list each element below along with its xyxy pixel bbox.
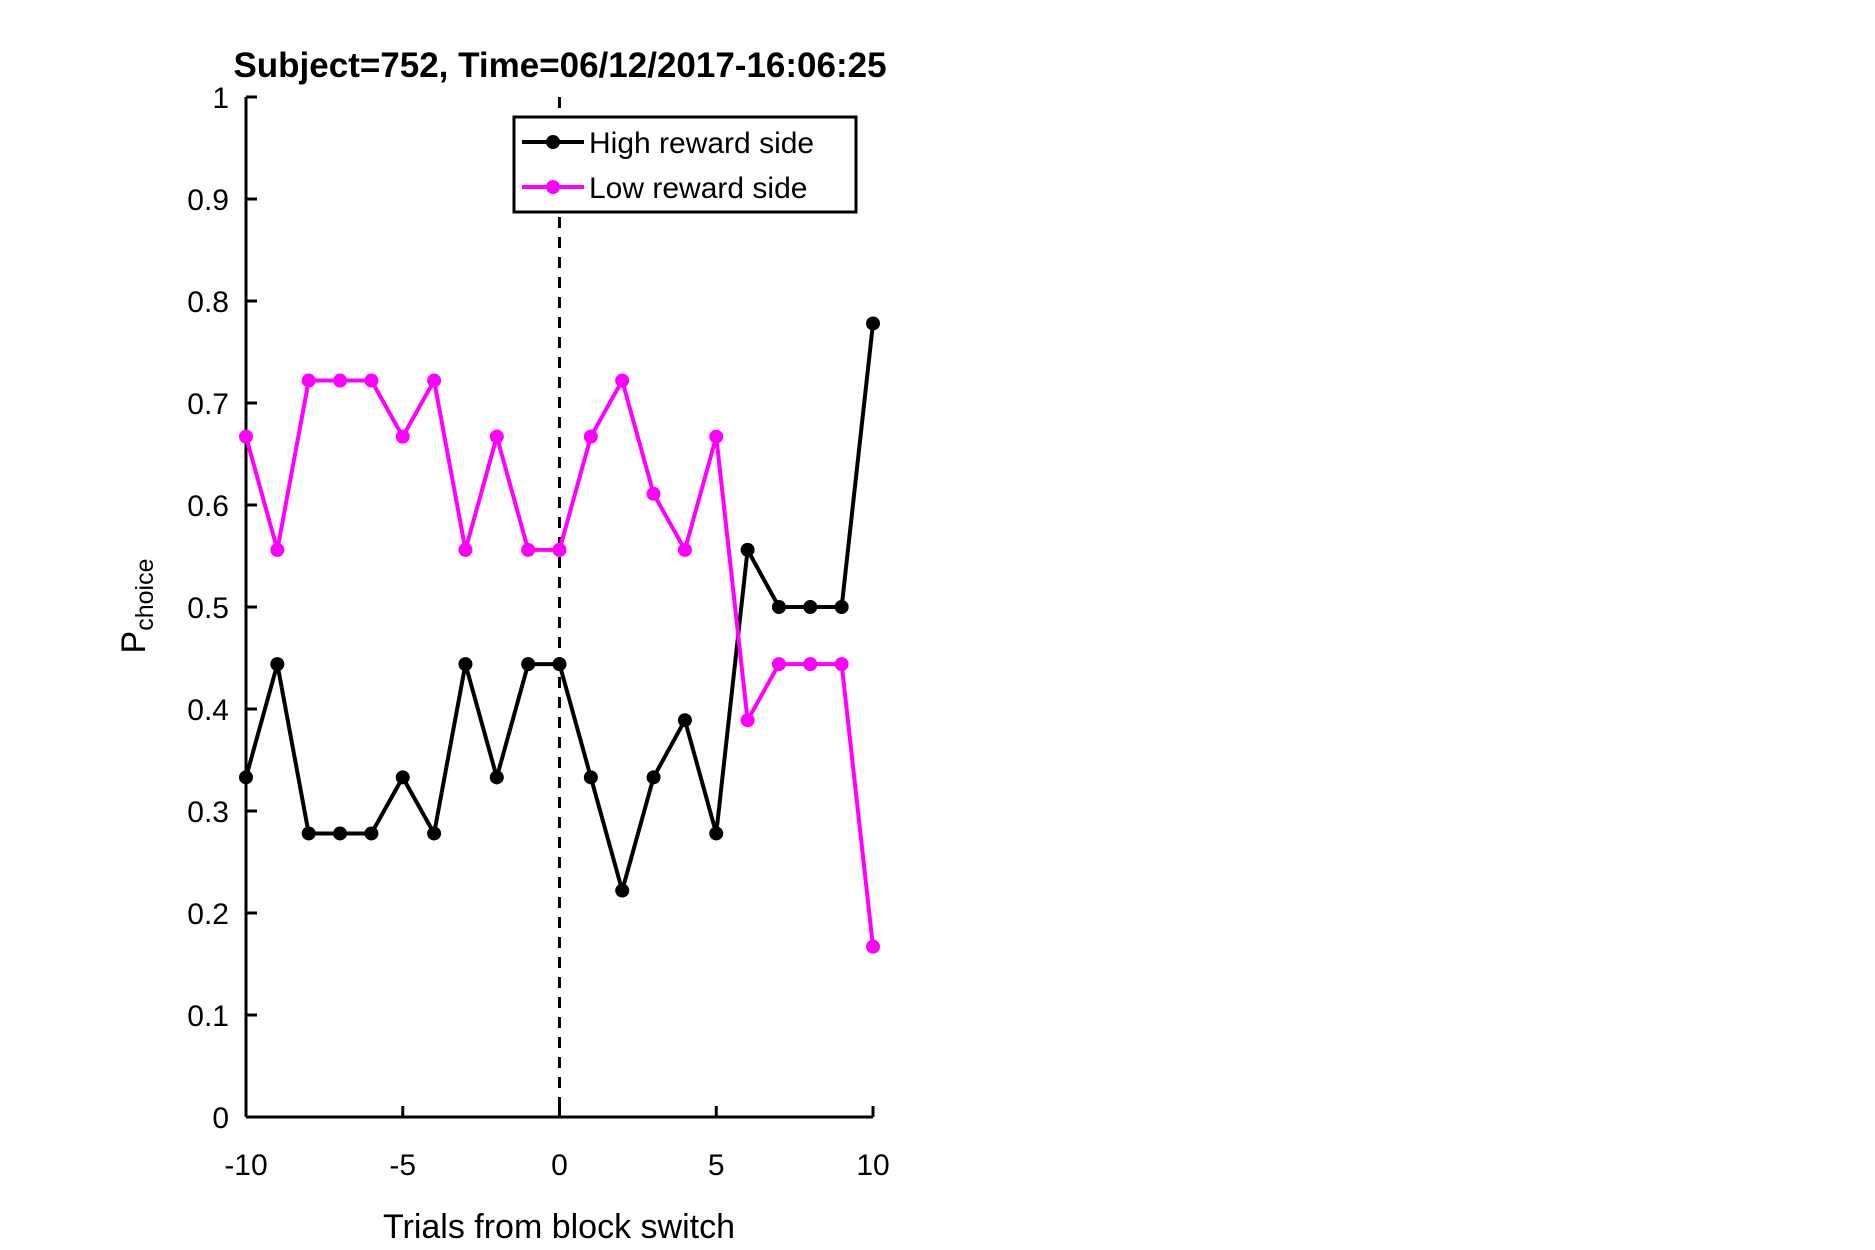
data-point bbox=[395, 770, 410, 785]
data-point bbox=[583, 770, 598, 785]
data-point bbox=[458, 542, 473, 557]
data-point bbox=[427, 826, 442, 841]
y-tick-label: 0.8 bbox=[187, 286, 229, 319]
data-point bbox=[615, 883, 630, 898]
data-point bbox=[677, 713, 692, 728]
y-tick-label: 0 bbox=[212, 1102, 229, 1135]
x-tick-label: -5 bbox=[389, 1149, 416, 1182]
legend-label-high: High reward side bbox=[589, 127, 814, 160]
y-tick-label: 0.3 bbox=[187, 796, 229, 829]
data-point bbox=[301, 373, 316, 388]
data-point bbox=[866, 316, 880, 331]
data-point bbox=[834, 657, 849, 672]
y-tick-label: 0.2 bbox=[187, 898, 229, 931]
data-point bbox=[521, 657, 536, 672]
data-point bbox=[552, 657, 567, 672]
data-point bbox=[552, 542, 567, 557]
y-tick-label: 0.7 bbox=[187, 388, 229, 421]
x-tick-label: 5 bbox=[708, 1149, 725, 1182]
data-point bbox=[646, 770, 661, 785]
data-point bbox=[395, 429, 410, 444]
data-point bbox=[364, 826, 379, 841]
y-tick-label: 0.6 bbox=[187, 490, 229, 523]
data-point bbox=[239, 770, 253, 785]
data-point bbox=[458, 657, 473, 672]
data-point bbox=[740, 713, 755, 728]
data-point bbox=[364, 373, 379, 388]
y-axis-label-subscript: choice bbox=[131, 559, 159, 631]
data-point bbox=[427, 373, 442, 388]
data-point bbox=[866, 939, 880, 954]
y-axis-label: Pchoice bbox=[115, 559, 159, 654]
data-point bbox=[521, 542, 536, 557]
y-axis-label-main: P bbox=[115, 631, 153, 654]
data-point bbox=[709, 826, 724, 841]
data-point bbox=[270, 542, 285, 557]
data-point bbox=[583, 429, 598, 444]
plot-area: 0 0.1 0.2 0.3 0.4 0.5 0.6 0.7 0.8 0.9 1 -10 -5 0 5 10 bbox=[187, 82, 889, 1182]
data-point bbox=[333, 373, 348, 388]
data-point bbox=[677, 542, 692, 557]
x-ticks: -10 -5 0 5 10 bbox=[224, 1106, 890, 1182]
chart-title: Subject=752, Time=06/12/2017-16:06:25 bbox=[233, 46, 886, 85]
data-point bbox=[740, 542, 755, 557]
y-ticks: 0 0.1 0.2 0.3 0.4 0.5 0.6 0.7 0.8 0.9 1 bbox=[187, 82, 257, 1135]
data-point bbox=[834, 600, 849, 614]
x-tick-label: -10 bbox=[224, 1149, 267, 1182]
x-tick-label: 0 bbox=[551, 1149, 568, 1182]
legend: High reward side Low reward side bbox=[512, 115, 858, 214]
legend-marker-high bbox=[546, 135, 560, 149]
series-1 bbox=[239, 373, 880, 954]
x-axis-label: Trials from block switch bbox=[383, 1208, 735, 1246]
y-tick-label: 0.4 bbox=[187, 694, 229, 727]
data-point bbox=[803, 600, 818, 614]
legend-box bbox=[512, 115, 858, 214]
data-point bbox=[709, 429, 724, 444]
y-tick-label: 0.1 bbox=[187, 1000, 229, 1033]
data-point bbox=[646, 486, 661, 501]
y-tick-label: 1 bbox=[212, 82, 229, 115]
data-point bbox=[615, 373, 630, 388]
x-tick-label: 10 bbox=[856, 1149, 889, 1182]
data-point bbox=[771, 600, 786, 614]
y-tick-label: 0.9 bbox=[187, 184, 229, 217]
data-point bbox=[489, 429, 504, 444]
series-layer bbox=[239, 316, 880, 954]
data-point bbox=[803, 657, 818, 672]
data-point bbox=[333, 826, 348, 841]
y-tick-label: 0.5 bbox=[187, 592, 229, 625]
series-0 bbox=[239, 316, 880, 899]
data-point bbox=[771, 657, 786, 672]
legend-marker-low bbox=[546, 180, 560, 194]
data-point bbox=[270, 657, 285, 672]
data-point bbox=[489, 770, 504, 785]
data-point bbox=[301, 826, 316, 841]
data-point bbox=[239, 429, 253, 444]
legend-label-low: Low reward side bbox=[589, 172, 807, 205]
